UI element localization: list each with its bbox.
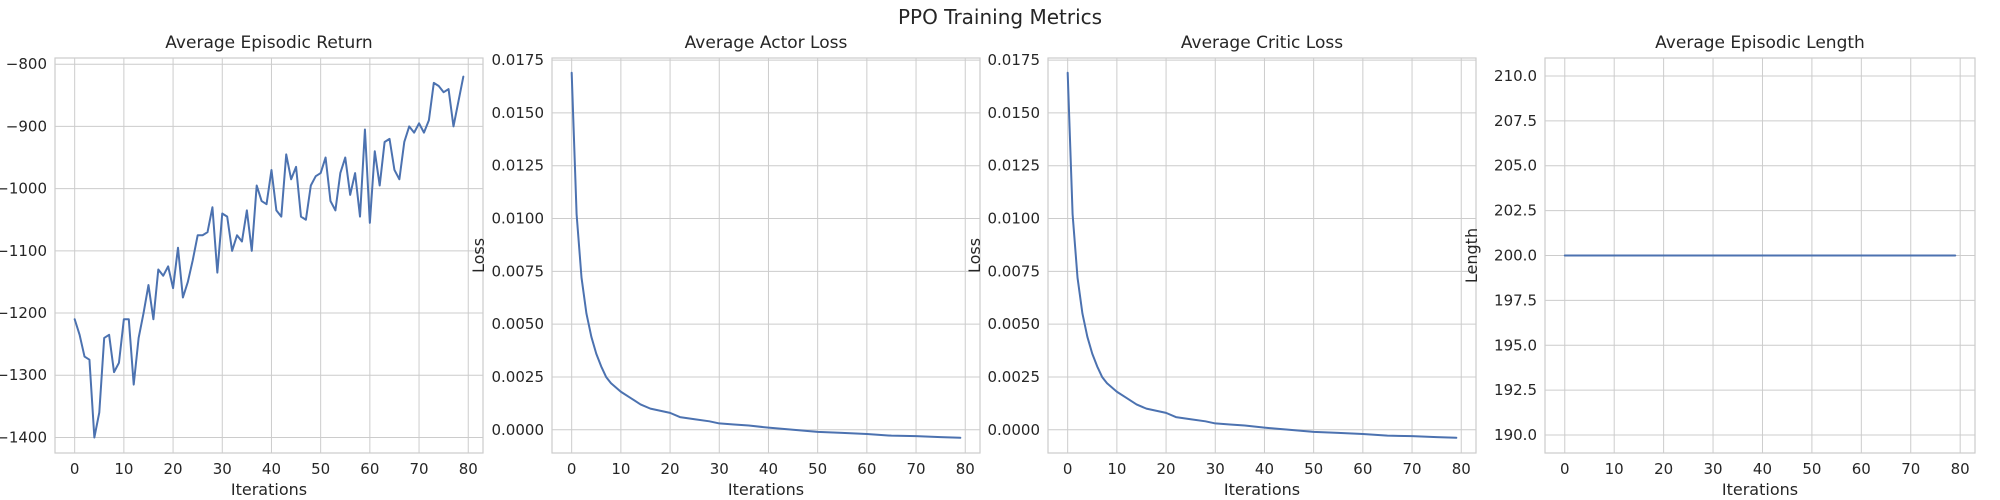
x-tick-label: 0	[1560, 460, 1570, 478]
x-tick-label: 70	[906, 460, 925, 478]
x-axis-label: Iterations	[1722, 480, 1798, 499]
x-tick-label: 0	[70, 460, 80, 478]
y-tick-label: −1400	[0, 428, 47, 446]
x-tick-label: 0	[1063, 460, 1073, 478]
chart-panel: 0 10 20 30 40 50 60 70 80 0.0000 0.0025 0.0050 0.007…	[965, 33, 1477, 499]
y-tick-label: 0.0125	[988, 157, 1041, 175]
x-tick-label: 10	[1605, 460, 1624, 478]
x-tick-label: 60	[1852, 460, 1871, 478]
y-tick-label: 0.0000	[492, 421, 545, 439]
y-axis-label: Loss	[965, 238, 984, 273]
x-tick-label: 40	[262, 460, 281, 478]
y-tick-label: 0.0100	[492, 210, 545, 228]
x-tick-label: 50	[808, 460, 827, 478]
y-tick-label: 0.0125	[492, 157, 545, 175]
y-tick-label: −800	[6, 55, 47, 73]
x-axis-label: Iterations	[728, 480, 804, 499]
y-tick-label: 200.0	[1494, 247, 1537, 265]
x-tick-label: 20	[164, 460, 183, 478]
series-line	[1066, 71, 1458, 439]
figure-title: PPO Training Metrics	[897, 5, 1103, 29]
y-tick-label: −1300	[0, 366, 47, 384]
y-tick-label: 205.0	[1494, 157, 1537, 175]
y-axis-label: Loss	[469, 238, 488, 273]
chart-title: Average Episodic Length	[1655, 33, 1865, 53]
x-tick-label: 40	[759, 460, 778, 478]
series-line	[570, 71, 962, 439]
x-tick-label: 40	[1255, 460, 1274, 478]
x-tick-label: 50	[1802, 460, 1821, 478]
x-tick-label: 0	[567, 460, 577, 478]
chart-title: Average Actor Loss	[685, 33, 848, 53]
x-tick-label: 50	[311, 460, 330, 478]
y-tick-label: 0.0075	[988, 262, 1041, 280]
y-tick-label: 197.5	[1494, 291, 1537, 309]
y-tick-label: 0.0025	[492, 368, 545, 386]
x-tick-label: 20	[1157, 460, 1176, 478]
x-tick-label: 40	[1753, 460, 1772, 478]
y-tick-label: −1200	[0, 304, 47, 322]
y-tick-label: −1000	[0, 180, 47, 198]
x-tick-label: 60	[360, 460, 379, 478]
x-tick-label: 30	[1206, 460, 1225, 478]
plot-area	[551, 57, 981, 454]
x-tick-label: 30	[213, 460, 232, 478]
y-tick-label: 0.0100	[988, 210, 1041, 228]
y-tick-label: 195.0	[1494, 336, 1537, 354]
chart-panel: 0 10 20 30 40 50 60 70 80 0.0000 0.0025 0.0050 0.007…	[469, 33, 981, 499]
y-tick-label: 0.0050	[988, 315, 1041, 333]
y-tick-label: 0.0175	[988, 51, 1041, 69]
y-tick-label: 202.5	[1494, 202, 1537, 220]
y-tick-label: 0.0000	[988, 421, 1041, 439]
chart-panel: 0 10 20 30 40 50 60 70 80 −1400 −1300 −1200 −1100 −10…	[0, 33, 484, 499]
y-tick-label: 192.5	[1494, 381, 1537, 399]
x-tick-label: 20	[661, 460, 680, 478]
chart-title: Average Critic Loss	[1181, 33, 1343, 53]
y-tick-label: 210.0	[1494, 67, 1537, 85]
x-tick-label: 80	[459, 460, 478, 478]
y-axis-label: Length	[1462, 228, 1481, 283]
y-tick-label: 0.0175	[492, 51, 545, 69]
x-tick-label: 80	[1951, 460, 1970, 478]
chart-title: Average Episodic Return	[165, 33, 372, 53]
y-tick-label: −1100	[0, 242, 47, 260]
x-axis-label: Iterations	[1224, 480, 1300, 499]
x-tick-label: 60	[1353, 460, 1372, 478]
x-tick-label: 20	[1654, 460, 1673, 478]
x-tick-label: 60	[857, 460, 876, 478]
y-tick-label: 190.0	[1494, 426, 1537, 444]
y-tick-label: −900	[6, 117, 47, 135]
x-tick-label: 80	[956, 460, 975, 478]
x-tick-label: 10	[114, 460, 133, 478]
x-tick-label: 70	[409, 460, 428, 478]
y-tick-label: 0.0150	[988, 104, 1041, 122]
x-tick-label: 30	[1703, 460, 1722, 478]
x-tick-label: 80	[1452, 460, 1471, 478]
y-tick-label: 0.0050	[492, 315, 545, 333]
x-axis-label: Iterations	[231, 480, 307, 499]
x-tick-label: 10	[611, 460, 630, 478]
y-tick-label: 0.0150	[492, 104, 545, 122]
x-tick-label: 50	[1304, 460, 1323, 478]
y-tick-label: 0.0025	[988, 368, 1041, 386]
x-tick-label: 70	[1901, 460, 1920, 478]
x-tick-label: 10	[1107, 460, 1126, 478]
y-tick-label: 207.5	[1494, 112, 1537, 130]
x-tick-label: 70	[1402, 460, 1421, 478]
series-line	[73, 75, 465, 439]
x-tick-label: 30	[710, 460, 729, 478]
plot-area	[54, 57, 484, 454]
y-tick-label: 0.0075	[492, 262, 545, 280]
plot-area	[1047, 57, 1477, 454]
chart-panel: 0 10 20 30 40 50 60 70 80 190.0 192.5 195.0 197.5 200…	[1462, 33, 1976, 499]
